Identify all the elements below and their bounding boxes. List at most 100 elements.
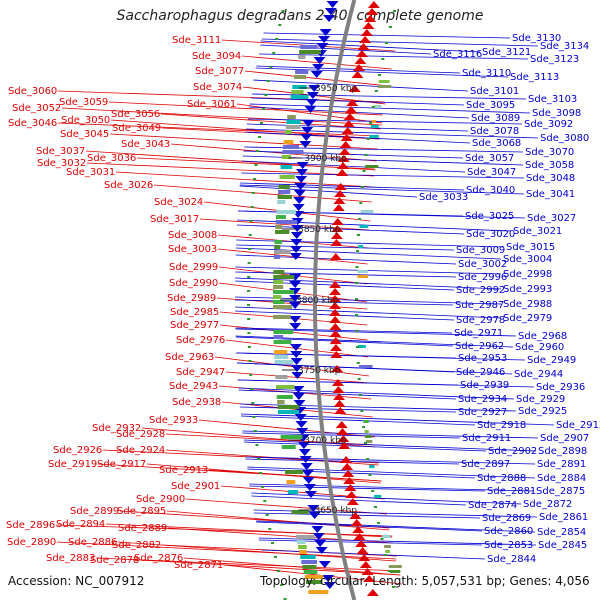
gene-label: Sde_2929	[516, 394, 565, 405]
ring-dot	[363, 442, 367, 444]
ring-dot	[384, 554, 388, 556]
feature-block	[273, 255, 280, 259]
forward-gene-arrow	[329, 316, 342, 323]
label-connector	[236, 244, 455, 251]
reverse-gene-arrow	[308, 512, 321, 519]
ring-dot	[268, 528, 272, 530]
label-connector	[239, 185, 418, 198]
gene-label: Sde_3048	[526, 173, 575, 184]
label-connector	[253, 512, 481, 519]
feature-block	[299, 50, 322, 54]
forward-gene-arrow	[346, 99, 359, 106]
gene-label: Sde_2884	[537, 473, 586, 484]
ring-dot	[251, 192, 255, 194]
feature-block	[273, 280, 284, 284]
gene-label: Sde_3098	[532, 108, 581, 119]
forward-gene-arrow	[342, 470, 355, 477]
forward-gene-arrow	[362, 22, 375, 29]
gene-label: Sde_3103	[528, 94, 577, 105]
gene-label: Sde_2934	[458, 394, 507, 405]
gene-label: Sde_2971	[454, 328, 503, 339]
feature-block	[282, 150, 304, 154]
gene-label: Sde_2943	[169, 381, 218, 392]
ring-dot	[259, 122, 263, 124]
map-title: Saccharophagus degradans 2-40, complete …	[116, 8, 484, 24]
label-connector	[139, 559, 401, 576]
reverse-gene-arrow	[315, 547, 328, 554]
reverse-gene-arrow	[312, 64, 325, 71]
feature-block	[364, 430, 369, 433]
forward-gene-arrow	[345, 491, 358, 498]
scale-label: 3650 kbp	[315, 506, 358, 516]
gene-label: Sde_3047	[467, 167, 516, 178]
feature-block	[291, 90, 304, 94]
gene-label: Sde_3025	[465, 211, 514, 222]
reverse-gene-arrow	[295, 421, 308, 428]
forward-gene-arrow	[332, 204, 345, 211]
gene-label: Sde_3049	[112, 123, 161, 134]
gene-label: Sde_2944	[514, 369, 563, 380]
ring-dot	[366, 458, 370, 460]
label-connector	[263, 32, 511, 39]
gene-label: Sde_3068	[472, 138, 521, 149]
gene-label: Sde_2988	[503, 299, 552, 310]
feature-block	[381, 535, 391, 538]
label-connector	[234, 299, 454, 306]
reverse-gene-arrow	[300, 463, 313, 470]
ring-dot	[366, 138, 370, 140]
forward-gene-arrow	[330, 351, 343, 358]
feature-block	[358, 365, 373, 368]
backbone-line	[313, 0, 357, 600]
gene-label: Sde_3070	[525, 147, 574, 158]
gene-label: Sde_2947	[176, 367, 225, 378]
scale-marks: 3950 kbp 3900 kbp 3850 kbp 3800 kbp 3750 kbp…	[280, 84, 358, 516]
forward-gene-arrow	[344, 484, 357, 491]
label-connector	[235, 280, 455, 291]
gene-label: Sde_3037	[36, 146, 85, 157]
ring-dot	[380, 538, 384, 540]
reverse-gene-arrow	[301, 127, 314, 134]
gene-label: Sde_2917	[97, 459, 146, 470]
feature-block	[287, 115, 296, 119]
ring-dot	[355, 298, 359, 300]
label-connector	[251, 93, 527, 100]
reverse-gene-arrow	[292, 386, 305, 393]
label-connector	[247, 466, 536, 479]
gene-label: Sde_3024	[154, 197, 203, 208]
reverse-gene-arrow	[299, 456, 312, 463]
feature-block	[280, 165, 293, 169]
ring-dot	[253, 178, 257, 180]
ring-dot	[362, 170, 366, 172]
feature-block	[278, 410, 300, 414]
label-connector	[253, 79, 469, 92]
gene-label: Sde_2963	[165, 352, 214, 363]
ring-dot	[369, 122, 373, 124]
gene-label: Sde_3003	[168, 244, 217, 255]
scale-label: 3850 kbp	[298, 225, 341, 235]
feature-block	[273, 295, 282, 299]
ring-dot	[249, 220, 253, 222]
forward-gene-arrow	[356, 547, 369, 554]
forward-gene-arrow	[329, 309, 342, 316]
gene-label: Sde_2901	[171, 481, 220, 492]
reverse-gene-arrow	[293, 197, 306, 204]
ring-dot	[357, 218, 361, 220]
feature-block	[275, 375, 288, 379]
gene-label: Sde_2960	[515, 342, 564, 353]
forward-gene-arrow	[366, 8, 379, 15]
forward-gene-arrow	[349, 512, 362, 519]
feature-block	[298, 55, 306, 59]
forward-gene-arrow	[340, 134, 353, 141]
forward-gene-arrow	[336, 428, 349, 435]
gene-label: Sde_2894	[56, 519, 105, 530]
gene-label: Sde_2919	[48, 459, 97, 470]
ring-dot	[250, 388, 254, 390]
label-connector	[220, 485, 385, 500]
label-connector	[238, 387, 515, 400]
gene-label: Sde_3130	[512, 33, 561, 44]
reverse-gene-arrow	[290, 351, 303, 358]
reverse-gene-arrow	[300, 134, 313, 141]
feature-block	[282, 145, 300, 149]
forward-gene-arrow	[350, 519, 363, 526]
gene-label: Sde_2924	[116, 445, 165, 456]
